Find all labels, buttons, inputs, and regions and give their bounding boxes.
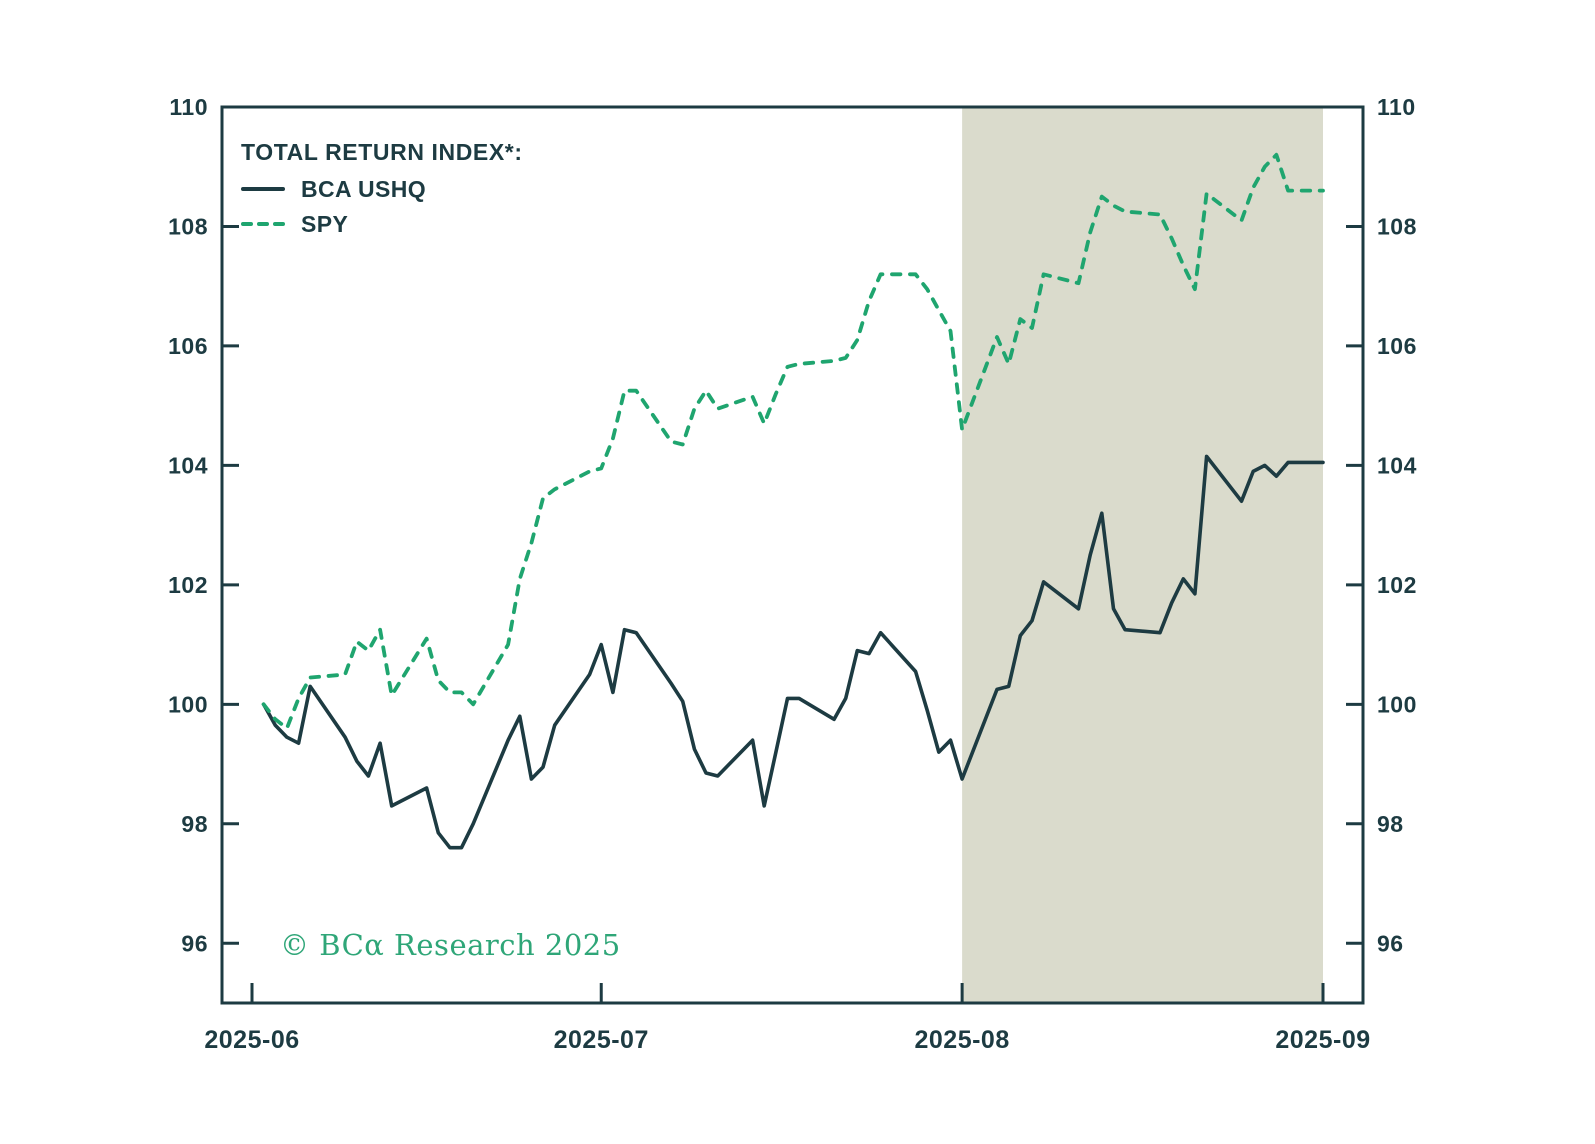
legend-item-bca-ushq: BCA USHQ (241, 175, 523, 202)
y-axis-label-right: 108 (1377, 213, 1417, 239)
highlight-region-august (962, 107, 1323, 1003)
axis-ticks (222, 224, 1363, 1003)
plot-border (220, 105, 1365, 1005)
y-axis-label-right: 110 (1377, 94, 1416, 120)
y-axis-label-left: 96 (181, 930, 208, 956)
bca-ushq-line (261, 454, 1325, 850)
y-axis-label-left: 108 (168, 213, 208, 239)
spy-line-sample (241, 222, 285, 226)
legend-label-spy: SPY (301, 210, 349, 237)
legend-label-bca-ushq: BCA USHQ (301, 175, 427, 202)
y-axis-label-left: 98 (181, 811, 208, 837)
y-axis-label-right: 102 (1377, 572, 1417, 598)
y-axis-label-right: 100 (1377, 691, 1417, 717)
y-axis-label-right: 106 (1377, 333, 1417, 359)
x-axis-label: 2025-06 (204, 1026, 299, 1054)
legend-item-spy: SPY (241, 210, 523, 237)
x-axis-label: 2025-08 (914, 1026, 1009, 1054)
legend-title: TOTAL RETURN INDEX*: (241, 139, 523, 165)
bca-ushq-line-sample (241, 187, 285, 191)
y-axis-label-right: 98 (1377, 811, 1404, 837)
x-axis-label: 2025-09 (1275, 1026, 1370, 1054)
x-axis-label: 2025-07 (554, 1026, 649, 1054)
legend: TOTAL RETURN INDEX*: BCA USHQ SPY (241, 139, 523, 237)
y-axis-label-right: 96 (1377, 930, 1404, 956)
copyright-notice: © BCα Research 2025 (280, 928, 621, 962)
y-axis-label-left: 110 (169, 94, 208, 120)
y-axis-label-left: 106 (168, 333, 208, 359)
series-lines (261, 152, 1325, 850)
axis-tick-labels: 96 96 98 98 100 100 102 102 104 104 106 106 108 108 11… (168, 94, 1417, 1054)
y-axis-label-left: 102 (168, 572, 208, 598)
y-axis-label-left: 100 (168, 691, 208, 717)
spy-line (261, 152, 1325, 731)
y-axis-label-left: 104 (168, 452, 208, 478)
y-axis-label-right: 104 (1377, 452, 1417, 478)
